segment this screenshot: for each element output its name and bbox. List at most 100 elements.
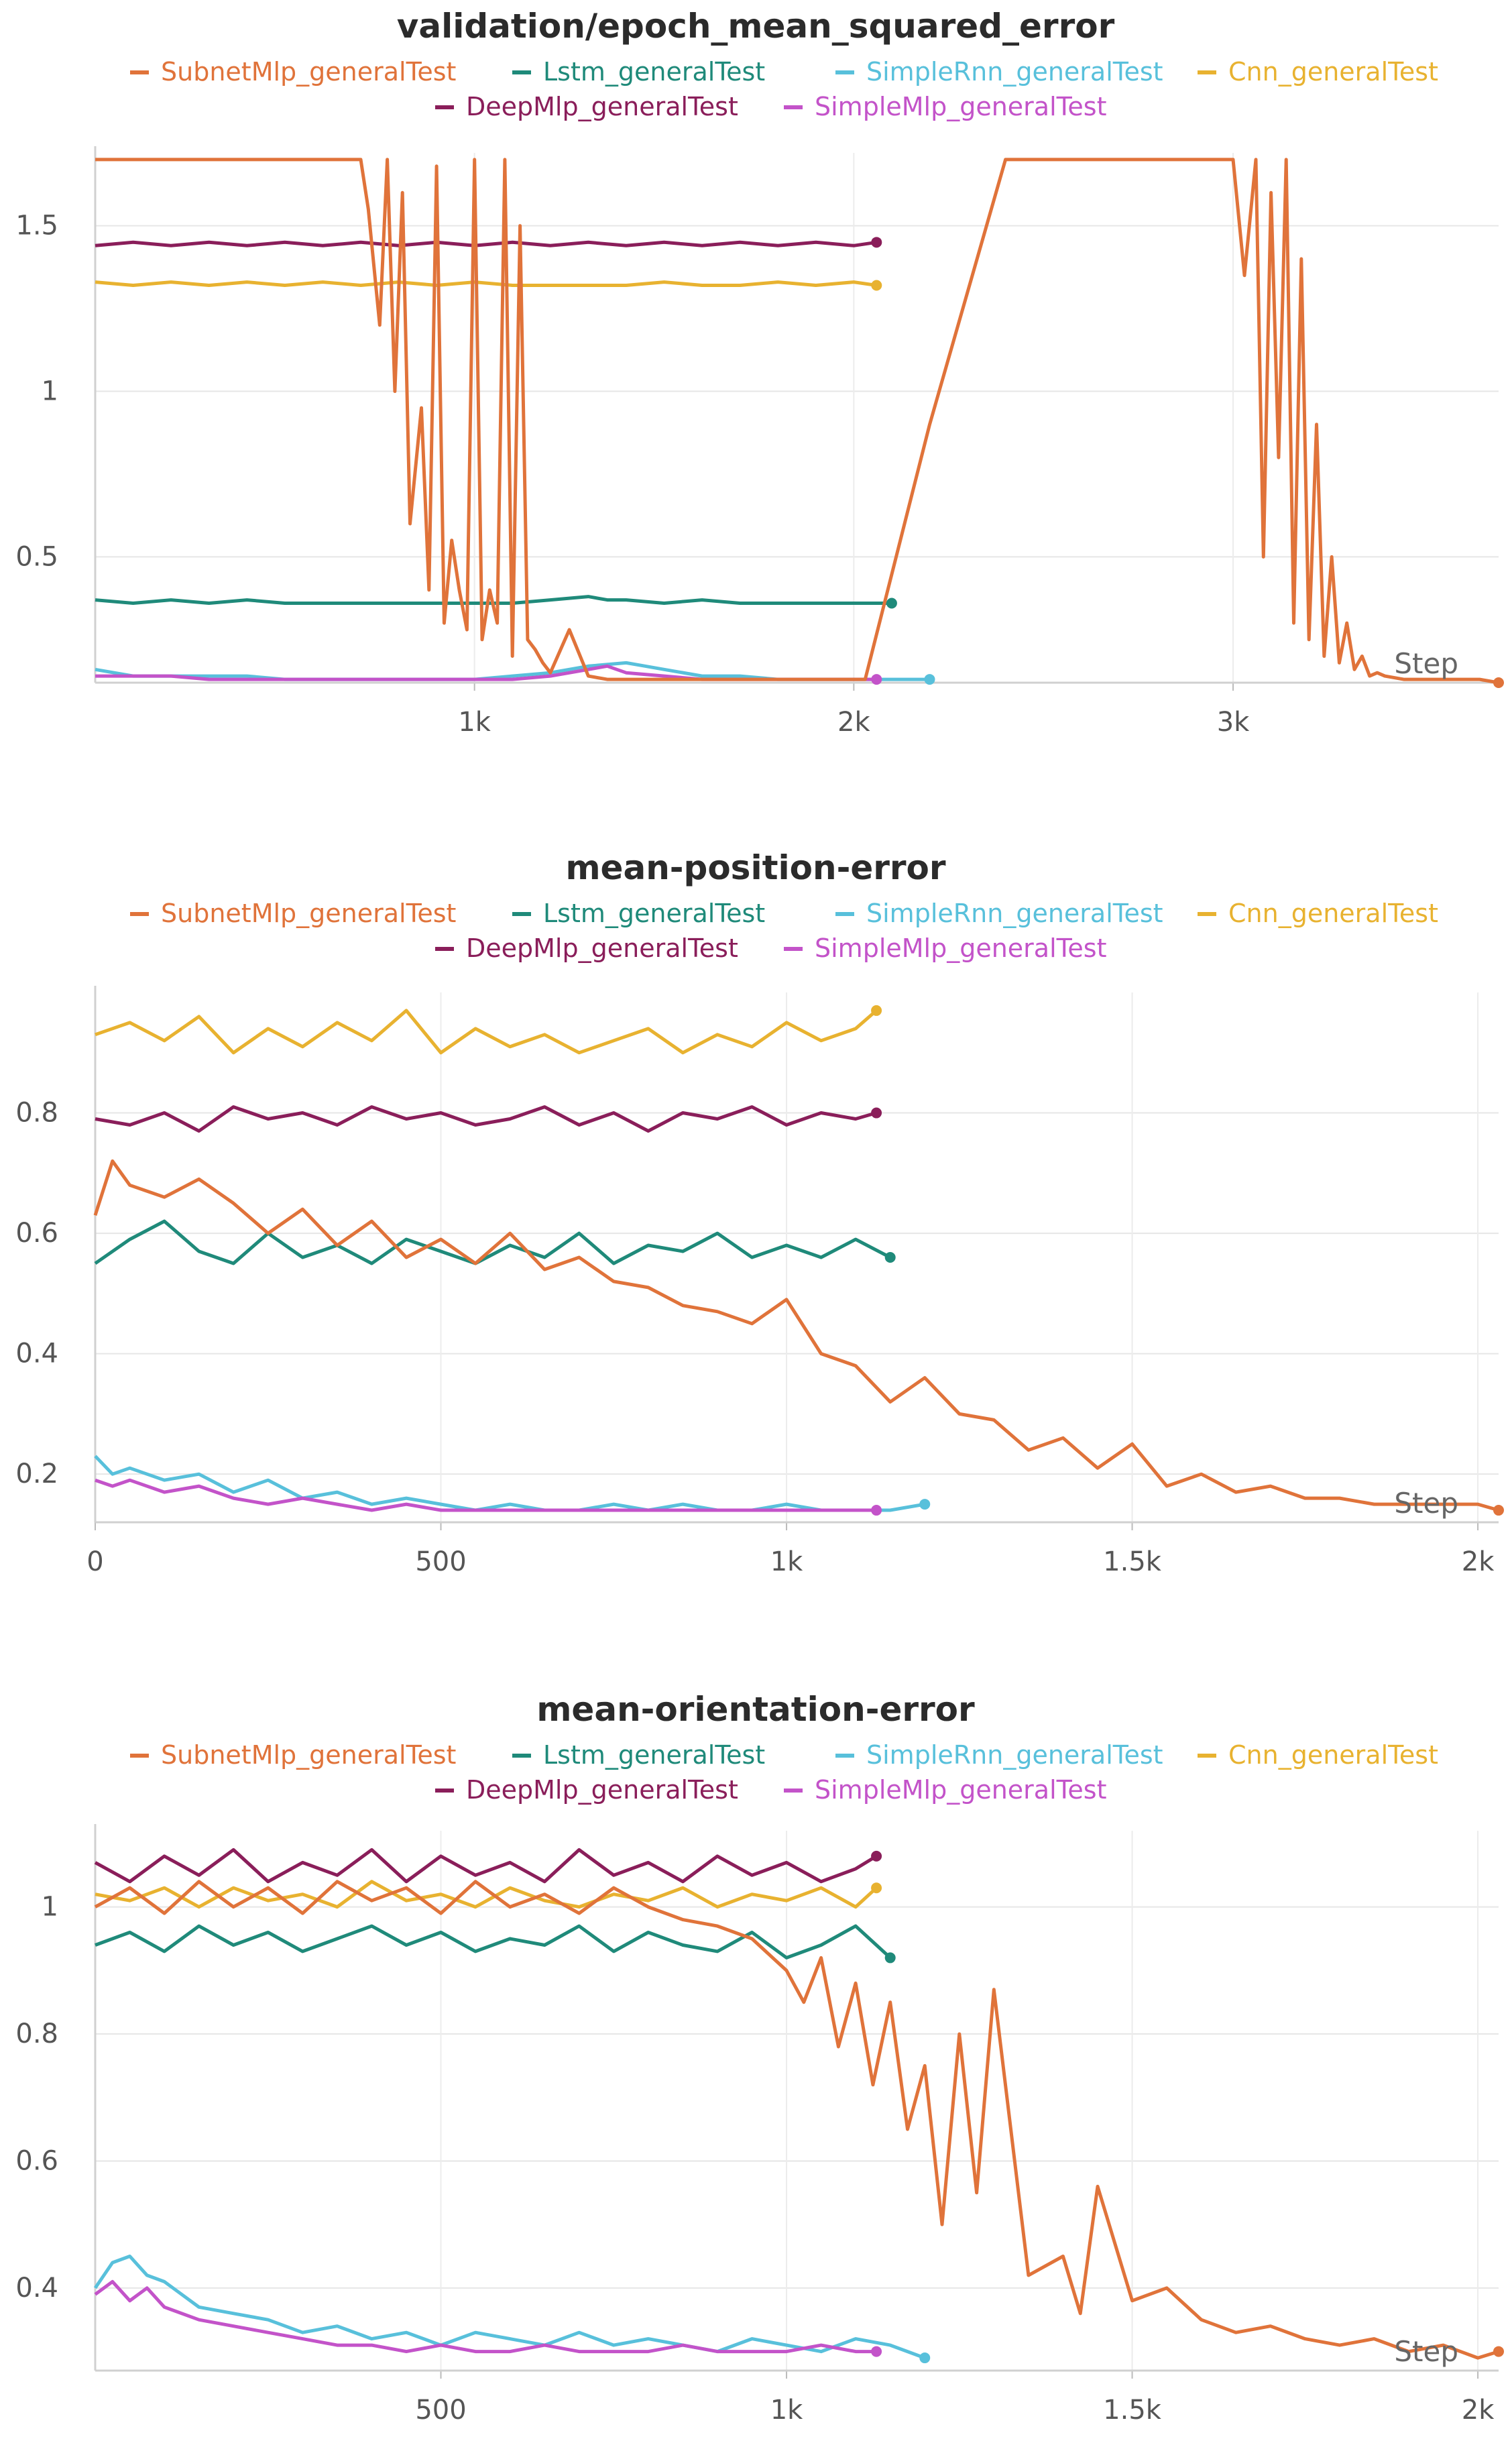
x-axis-label: Step xyxy=(1394,1487,1458,1520)
chart-title: mean-orientation-error xyxy=(536,1690,975,1729)
legend-item[interactable]: Cnn_generalTest xyxy=(1198,1740,1438,1770)
x-axis-label: Step xyxy=(1394,2335,1458,2368)
legend-item[interactable]: Lstm_generalTest xyxy=(512,1740,765,1770)
legend-item[interactable]: SubnetMlp_generalTest xyxy=(130,899,456,928)
x-tick-label: 0 xyxy=(86,1546,103,1577)
legend-label: SubnetMlp_generalTest xyxy=(161,1740,456,1770)
x-tick-label: 2k xyxy=(1462,2395,1495,2426)
series-line[interactable] xyxy=(95,158,1499,685)
series-line[interactable] xyxy=(95,280,877,287)
legend-label: Lstm_generalTest xyxy=(543,899,765,928)
chart-3: mean-orientation-error SubnetMlp_generalT… xyxy=(15,1690,1504,2426)
legend-label: SimpleRnn_generalTest xyxy=(866,57,1163,87)
legend-item[interactable]: SimpleMlp_generalTest xyxy=(784,1775,1106,1805)
y-tick-label: 0.6 xyxy=(15,1218,58,1249)
legend-label: Lstm_generalTest xyxy=(543,57,765,87)
legend-label: SimpleMlp_generalTest xyxy=(815,933,1106,963)
legend-label: Cnn_generalTest xyxy=(1228,899,1438,928)
legend-item[interactable]: SubnetMlp_generalTest xyxy=(130,57,456,87)
legend-label: DeepMlp_generalTest xyxy=(466,933,738,963)
chart-title: validation/epoch_mean_squared_error xyxy=(397,7,1115,46)
series-endpoint xyxy=(871,1107,882,1119)
x-axis-label: Step xyxy=(1394,647,1458,680)
series-endpoint xyxy=(886,598,897,609)
legend-item[interactable]: SubnetMlp_generalTest xyxy=(130,1740,456,1770)
x-tick-label: 1k xyxy=(770,2395,803,2426)
series-endpoint xyxy=(871,1850,882,1862)
series-endpoint xyxy=(871,1882,882,1894)
y-tick-label: 0.8 xyxy=(15,1098,58,1129)
y-tick-label: 0.4 xyxy=(15,2273,58,2304)
y-tick-label: 0.4 xyxy=(15,1339,58,1369)
legend-label: DeepMlp_generalTest xyxy=(466,92,738,121)
series-line[interactable] xyxy=(95,661,930,681)
series-line[interactable] xyxy=(95,1880,878,1909)
series-endpoint xyxy=(924,674,935,685)
legend-item[interactable]: SimpleMlp_generalTest xyxy=(784,92,1106,121)
legend-item[interactable]: SimpleRnn_generalTest xyxy=(835,57,1163,87)
x-tick-label: 3k xyxy=(1217,707,1250,738)
series-line[interactable] xyxy=(95,1478,877,1512)
y-tick-label: 0.5 xyxy=(15,541,58,572)
legend-item[interactable]: Cnn_generalTest xyxy=(1198,57,1438,87)
legend-label: Cnn_generalTest xyxy=(1228,1740,1438,1770)
series-line[interactable] xyxy=(95,1105,877,1133)
series-endpoint xyxy=(871,237,882,248)
x-tick-label: 1.5k xyxy=(1103,1546,1162,1577)
legend-item[interactable]: SimpleMlp_generalTest xyxy=(784,933,1106,963)
x-tick-label: 500 xyxy=(415,2395,466,2426)
legend-label: SubnetMlp_generalTest xyxy=(161,899,456,928)
legend-label: SubnetMlp_generalTest xyxy=(161,57,456,87)
legend-item[interactable]: DeepMlp_generalTest xyxy=(435,1775,738,1805)
x-tick-label: 1k xyxy=(458,707,491,738)
legend-item[interactable]: DeepMlp_generalTest xyxy=(435,92,738,121)
series-line[interactable] xyxy=(93,2255,926,2360)
series-line[interactable] xyxy=(95,1924,892,1960)
series-line[interactable] xyxy=(94,1455,925,1512)
series-endpoint xyxy=(1493,1505,1504,1516)
y-tick-label: 0.2 xyxy=(15,1459,58,1489)
series-endpoint xyxy=(871,2346,882,2357)
series-endpoint xyxy=(884,1252,896,1263)
series-line[interactable] xyxy=(94,1219,891,1265)
series-endpoint xyxy=(871,280,882,291)
series-endpoint xyxy=(919,2352,931,2364)
legend-item[interactable]: Lstm_generalTest xyxy=(512,899,765,928)
y-tick-label: 1.5 xyxy=(15,211,58,241)
y-tick-label: 1 xyxy=(42,376,58,407)
legend-item[interactable]: Cnn_generalTest xyxy=(1198,899,1438,928)
series-line[interactable] xyxy=(95,240,877,247)
series-endpoint xyxy=(871,1505,882,1516)
series-line[interactable] xyxy=(93,1159,1499,1512)
y-tick-label: 0.6 xyxy=(15,2145,58,2176)
series-line[interactable] xyxy=(94,2279,877,2354)
series-endpoint xyxy=(919,1499,931,1510)
x-tick-label: 2k xyxy=(837,707,870,738)
series-line[interactable] xyxy=(95,1009,878,1055)
x-tick-label: 2k xyxy=(1462,1546,1495,1577)
series-endpoint xyxy=(871,1005,882,1016)
legend-label: Lstm_generalTest xyxy=(543,1740,765,1770)
series-endpoint xyxy=(1493,677,1504,688)
series-line[interactable] xyxy=(94,1848,878,1884)
y-tick-label: 1 xyxy=(42,1892,58,1923)
series-endpoint xyxy=(1493,2346,1504,2357)
chart-title: mean-position-error xyxy=(565,848,945,887)
chart-2: mean-position-error SubnetMlp_generalTest… xyxy=(15,848,1504,1577)
x-tick-label: 500 xyxy=(415,1546,466,1577)
legend-label: SimpleMlp_generalTest xyxy=(815,92,1106,121)
legend-label: SimpleRnn_generalTest xyxy=(866,1740,1163,1770)
series-line[interactable] xyxy=(94,1880,1499,2360)
chart-1: validation/epoch_mean_squared_error Subne… xyxy=(15,7,1504,738)
legend-item[interactable]: DeepMlp_generalTest xyxy=(435,933,738,963)
legend-label: DeepMlp_generalTest xyxy=(466,1775,738,1805)
x-tick-label: 1.5k xyxy=(1103,2395,1162,2426)
y-tick-label: 0.8 xyxy=(15,2019,58,2049)
legend-label: SimpleMlp_generalTest xyxy=(815,1775,1106,1805)
legend-label: SimpleRnn_generalTest xyxy=(866,899,1163,928)
legend-item[interactable]: Lstm_generalTest xyxy=(512,57,765,87)
legend-label: Cnn_generalTest xyxy=(1228,57,1438,87)
legend-item[interactable]: SimpleRnn_generalTest xyxy=(835,1740,1163,1770)
legend-item[interactable]: SimpleRnn_generalTest xyxy=(835,899,1163,928)
